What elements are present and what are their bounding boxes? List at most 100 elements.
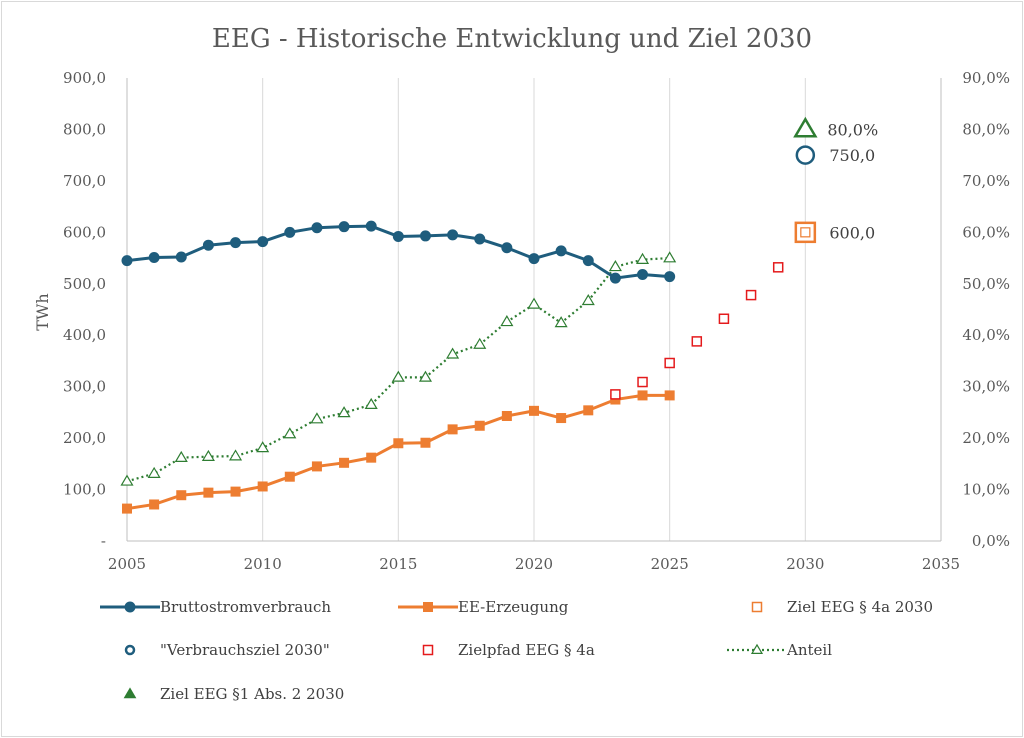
y-tick-label: 500,0 [63, 275, 106, 293]
series-ziel-eeg-4a: 600,0 [794, 221, 875, 244]
y-axis-title: TWh [33, 293, 52, 330]
legend-label: Ziel EEG §1 Abs. 2 2030 [160, 685, 344, 703]
anteil-point [418, 370, 433, 382]
brutto-point [447, 229, 459, 241]
verbrauchsziel-label: 750,0 [829, 146, 875, 165]
brutto-point [419, 230, 431, 242]
anteil-point [608, 260, 622, 272]
legend-label: Bruttostromverbrauch [160, 598, 331, 616]
legend-item-ziel_1: Ziel EEG §1 Abs. 2 2030 [123, 685, 344, 703]
brutto-point [392, 230, 404, 242]
legend-item-verbrauchsziel: "Verbrauchsziel 2030" [124, 641, 330, 659]
anteil-point [147, 466, 161, 478]
ee-point [339, 457, 350, 468]
zielpfad-point [610, 389, 621, 400]
y-tick-label: 300,0 [63, 378, 106, 396]
legend-marker [124, 644, 136, 656]
zielpfad-point [772, 262, 784, 273]
brutto-point [664, 271, 676, 283]
anteil-point [174, 450, 188, 462]
verbrauchsziel-point [795, 145, 816, 165]
anteil-point [364, 397, 378, 410]
legend-marker [124, 601, 136, 613]
legend-marker [422, 644, 434, 656]
brutto-point [202, 239, 214, 251]
anteil-point [337, 406, 351, 418]
zielpfad-point [745, 289, 757, 301]
series-ziel-eeg-1: 80,0% [793, 116, 878, 139]
legend-item-ziel_4a: Ziel EEG § 4a 2030 [751, 598, 933, 616]
legend-marker [750, 643, 764, 655]
ee-point [176, 490, 187, 501]
axes: 2005 2010 2015 2020 2025 2030 2035 - 100,0 200,0 3… [63, 69, 1010, 573]
anteil-point [473, 337, 487, 349]
ee-point [420, 437, 431, 448]
x-tick-label: 2020 [515, 555, 553, 573]
y-tick-label: 400,0 [63, 326, 106, 344]
anteil-point [310, 412, 324, 424]
x-tick-label: 2015 [379, 555, 417, 573]
legend-label: Ziel EEG § 4a 2030 [787, 598, 933, 616]
x-tick-label: 2035 [922, 555, 960, 573]
anteil-point [283, 427, 297, 439]
series-verbrauchsziel: 750,0 [795, 145, 875, 165]
ee-point [122, 503, 132, 514]
ee-point [257, 481, 268, 492]
brutto-point [175, 251, 187, 263]
y2-tick-label: 30,0% [962, 378, 1010, 396]
anteil-point [527, 297, 541, 309]
ee-point [393, 438, 404, 449]
y2-tick-label: 60,0% [962, 223, 1010, 241]
brutto-point [528, 253, 540, 265]
series-bruttostromverbrauch [121, 220, 676, 284]
y-tick-label: 900,0 [63, 69, 106, 87]
x-tick-label: 2025 [651, 555, 689, 573]
anteil-point [120, 474, 134, 486]
series-anteil [120, 251, 677, 486]
x-tick-label: 2005 [108, 555, 146, 573]
legend-label: "Verbrauchsziel 2030" [160, 641, 330, 659]
zielpfad-point [691, 336, 703, 347]
y2-tick-label: 0,0% [972, 532, 1010, 550]
legend-item-anteil: Anteil [727, 641, 832, 659]
y-tick-label: 100,0 [63, 481, 106, 499]
brutto-point [257, 236, 269, 248]
ziel-4a-point [794, 221, 817, 244]
ziel-4a-label: 600,0 [829, 223, 875, 242]
marker-inner [800, 227, 811, 238]
brutto-point [637, 269, 649, 281]
brutto-point [501, 242, 513, 254]
y-tick-label: 700,0 [63, 172, 106, 190]
ee-point [203, 487, 214, 498]
legend-item-zielpfad: Zielpfad EEG § 4a [422, 641, 595, 659]
anteil-point [554, 316, 568, 328]
legend-label: EE-Erzeugung [458, 598, 569, 616]
zielpfad-point [718, 313, 730, 325]
brutto-point [338, 221, 350, 233]
legend-marker [423, 602, 433, 612]
brutto-point [284, 226, 296, 238]
y2-tick-label: 80,0% [962, 120, 1010, 138]
y2-tick-label: 50,0% [962, 275, 1010, 293]
legend-item-brutto: Bruttostromverbrauch [100, 598, 331, 616]
brutto-point [121, 255, 133, 267]
ee-point [474, 420, 485, 431]
legend-marker [751, 601, 763, 613]
anteil-point [201, 449, 215, 461]
legend-marker [123, 687, 137, 699]
anteil-point [500, 315, 514, 327]
brutto-point [148, 252, 160, 264]
ee-point [664, 390, 675, 401]
series: 600,0 750,0 80,0% [120, 116, 878, 514]
anteil-point [581, 293, 595, 306]
anteil-point [635, 252, 650, 264]
zielpfad-point [664, 357, 675, 369]
ziel-1-point [793, 116, 818, 138]
anteil-point [446, 347, 460, 359]
anteil-point [391, 370, 405, 382]
ee-point [529, 405, 539, 416]
anteil-point [256, 441, 270, 453]
brutto-point [609, 272, 621, 284]
legend: Bruttostromverbrauch EE-Erzeugung Ziel EEG… [100, 598, 933, 703]
